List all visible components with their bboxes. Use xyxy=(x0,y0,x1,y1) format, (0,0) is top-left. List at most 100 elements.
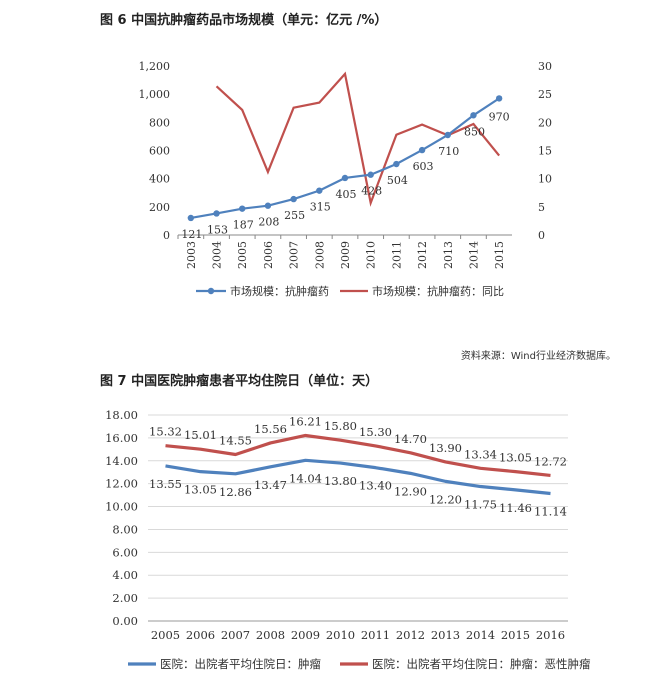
data-label-tumor: 12.90 xyxy=(394,484,427,498)
y-tick-label: 10.00 xyxy=(105,500,138,514)
y-tick-label-right: 0 xyxy=(538,229,545,242)
y-tick-label-left: 0 xyxy=(163,229,170,242)
y-tick-label: 2.00 xyxy=(112,591,138,605)
y-tick-label-left: 600 xyxy=(149,145,170,158)
data-label-market-size: 710 xyxy=(438,145,459,158)
y-tick-label-right: 5 xyxy=(538,201,545,214)
data-label-tumor: 11.75 xyxy=(464,498,497,512)
data-label-market-size: 970 xyxy=(489,110,510,123)
x-tick-label: 2004 xyxy=(211,241,224,269)
data-label-malignant: 13.90 xyxy=(429,441,462,455)
data-label-malignant: 15.32 xyxy=(149,425,182,439)
data-point-market-size xyxy=(495,95,503,102)
y-tick-label-left: 800 xyxy=(149,116,170,129)
data-label-malignant: 13.05 xyxy=(499,451,532,465)
y-tick-label-left: 400 xyxy=(149,173,170,186)
x-tick-label: 2010 xyxy=(365,241,378,269)
data-label-malignant: 16.21 xyxy=(289,414,322,428)
legend-label-market-size: 市场规模：抗肿瘤药 xyxy=(230,284,329,298)
x-tick-label: 2008 xyxy=(313,241,326,269)
y-tick-label: 6.00 xyxy=(112,545,138,559)
x-tick-label: 2011 xyxy=(390,241,403,269)
x-tick-label: 2013 xyxy=(442,241,455,269)
figure-6-title: 图 6 中国抗肿瘤药品市场规模（单元：亿元 /%） xyxy=(100,13,388,28)
series-line-malignant xyxy=(165,433,551,478)
x-tick-label: 2003 xyxy=(185,241,198,269)
data-point-market-size xyxy=(264,202,272,209)
data-label-market-size: 850 xyxy=(464,125,485,138)
x-tick-label: 2006 xyxy=(262,241,275,269)
legend-marker-market-size xyxy=(207,287,215,295)
data-label-market-size: 315 xyxy=(310,201,331,214)
x-tick-label: 2015 xyxy=(493,241,506,269)
legend-label-tumor: 医院：出院者平均住院日：肿瘤 xyxy=(160,657,321,671)
x-tick-label: 2008 xyxy=(256,628,285,642)
data-label-malignant: 13.34 xyxy=(464,447,497,461)
market-size-chart: 0 200 400 600 800 1,000 1,200 0 5 10 15 20 25 30 2003 2… xyxy=(139,60,553,298)
series-line-tumor xyxy=(165,458,551,496)
data-label-market-size: 603 xyxy=(413,160,434,173)
y-tick-label-left: 1,200 xyxy=(139,60,171,73)
x-tick-label: 2013 xyxy=(431,628,460,642)
x-tick-label: 2010 xyxy=(326,628,355,642)
x-tick-label: 2014 xyxy=(466,628,495,642)
data-point-market-size xyxy=(341,174,349,182)
data-point-market-size xyxy=(290,195,297,203)
y-tick-label: 18.00 xyxy=(105,408,138,422)
data-label-tumor: 13.05 xyxy=(184,483,217,497)
data-label-market-size: 153 xyxy=(207,223,228,236)
y-tick-label-right: 20 xyxy=(538,116,552,129)
data-label-malignant: 15.56 xyxy=(254,422,287,436)
data-label-market-size: 208 xyxy=(258,216,279,229)
data-label-market-size: 405 xyxy=(336,188,357,201)
data-label-malignant: 15.80 xyxy=(324,419,357,433)
data-label-malignant: 15.30 xyxy=(359,425,392,439)
y-tick-label: 14.00 xyxy=(105,454,138,468)
y-tick-label: 16.00 xyxy=(105,431,138,445)
x-tick-label: 2012 xyxy=(396,628,425,642)
x-tick-label: 2005 xyxy=(236,241,249,269)
series-line-growth xyxy=(215,71,501,207)
x-tick-label: 2009 xyxy=(291,628,320,642)
y-tick-label: 0.00 xyxy=(112,614,138,628)
x-tick-label: 2005 xyxy=(151,628,180,642)
data-label-tumor: 13.55 xyxy=(149,477,182,491)
x-tick-label: 2016 xyxy=(536,628,565,642)
y-tick-label-left: 1,000 xyxy=(139,88,171,101)
data-point-market-size xyxy=(367,171,374,178)
y-tick-label: 12.00 xyxy=(105,477,138,491)
figure-7-title: 图 7 中国医院肿瘤患者平均住院日（单位：天） xyxy=(100,374,379,389)
y-tick-label-right: 10 xyxy=(538,173,552,186)
data-label-market-size: 428 xyxy=(361,185,382,198)
data-label-tumor: 13.80 xyxy=(324,474,357,488)
data-point-market-size xyxy=(316,187,323,194)
legend-label-growth: 市场规模：抗肿瘤药：同比 xyxy=(372,284,504,298)
x-tick-label: 2014 xyxy=(467,241,480,269)
data-label-tumor: 12.20 xyxy=(429,492,462,506)
x-tick-label: 2007 xyxy=(221,628,250,642)
x-tick-label: 2015 xyxy=(501,628,530,642)
x-tick-label: 2007 xyxy=(288,241,301,269)
legend-label-malignant: 医院：出院者平均住院日：肿瘤：恶性肿瘤 xyxy=(372,657,591,671)
data-label-market-size: 255 xyxy=(284,209,305,222)
y-tick-label-left: 200 xyxy=(149,201,170,214)
x-tick-label: 2006 xyxy=(186,628,215,642)
data-label-market-size: 187 xyxy=(233,219,254,232)
x-tick-label: 2011 xyxy=(361,628,390,642)
data-label-tumor: 14.04 xyxy=(289,471,322,485)
data-point-market-size xyxy=(444,131,451,139)
data-label-market-size: 121 xyxy=(181,228,202,241)
y-tick-label: 4.00 xyxy=(112,568,138,582)
data-point-market-size xyxy=(418,146,426,154)
data-point-market-size xyxy=(239,205,246,212)
source-note: 资料来源：Wind行业经济数据库。 xyxy=(460,351,616,362)
y-tick-label-right: 15 xyxy=(538,145,552,158)
x-tick-label: 2012 xyxy=(416,241,429,269)
data-label-malignant: 14.55 xyxy=(219,433,252,447)
data-point-market-size xyxy=(470,112,477,119)
data-point-market-size xyxy=(187,214,195,222)
y-tick-label: 8.00 xyxy=(112,522,138,536)
data-label-malignant: 15.01 xyxy=(184,428,217,442)
y-tick-label-right: 30 xyxy=(538,60,552,73)
